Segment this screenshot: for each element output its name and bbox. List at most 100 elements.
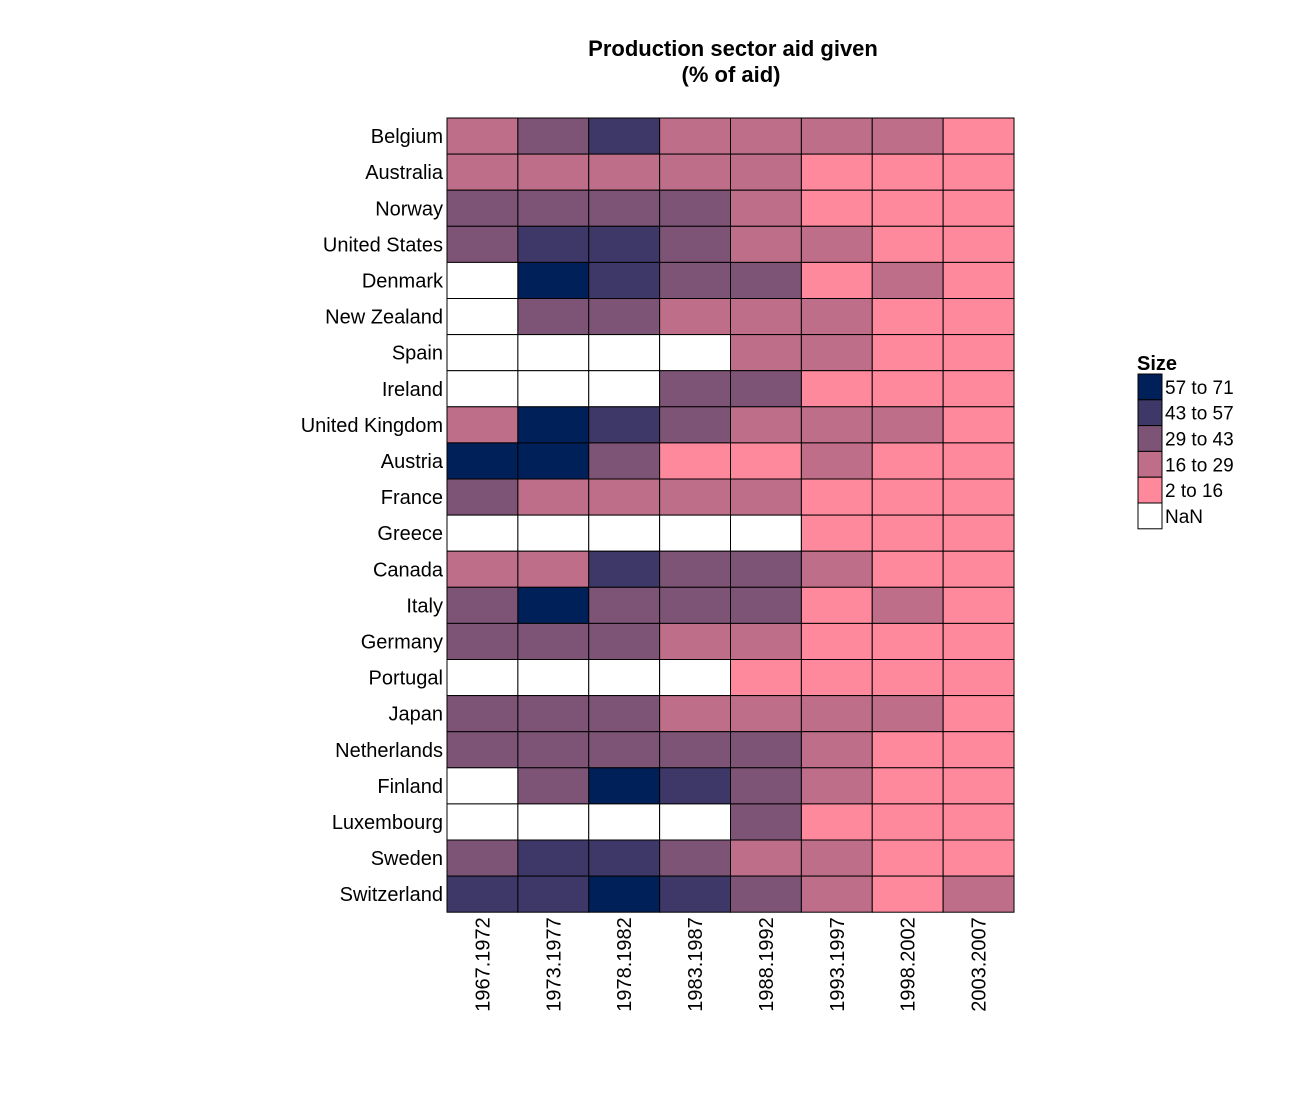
heatmap-cell — [588, 370, 661, 408]
heatmap-cell — [517, 767, 590, 805]
heatmap-cell — [871, 153, 944, 191]
chart-title: Production sector aid given — [588, 36, 878, 61]
heatmap-cell — [659, 225, 732, 263]
heatmap-cell — [517, 514, 590, 552]
heatmap-cell — [588, 550, 661, 588]
legend-label: 43 to 57 — [1165, 404, 1234, 425]
heatmap-cell — [871, 875, 944, 913]
heatmap-cell — [871, 225, 944, 263]
heatmap-cell — [871, 659, 944, 697]
heatmap-cell — [871, 622, 944, 661]
heatmap-cell — [800, 514, 873, 552]
heatmap-cell — [446, 334, 519, 372]
heatmap-cell — [517, 370, 590, 408]
heatmap-cell — [730, 334, 802, 372]
heatmap-cell — [871, 514, 944, 552]
row-label: Netherlands — [335, 740, 443, 762]
heatmap-cell — [588, 731, 661, 769]
heatmap-cell — [800, 550, 873, 588]
heatmap-cell — [871, 586, 944, 624]
heatmap-cell — [871, 334, 944, 372]
column-label: 2003.2007 — [969, 917, 991, 1012]
row-labels: Belgium Australia Norway United States Denma… — [301, 126, 444, 906]
heatmap-cell — [517, 550, 590, 588]
heatmap-cell — [800, 370, 873, 408]
heatmap-cell — [517, 478, 590, 516]
heatmap-cell — [730, 514, 802, 552]
heatmap-cell — [659, 767, 732, 805]
heatmap-cell — [730, 478, 802, 516]
heatmap-cell — [871, 189, 944, 227]
heatmap-cells — [446, 117, 1015, 913]
heatmap-cell — [659, 261, 732, 299]
heatmap-cell — [588, 225, 661, 263]
heatmap-cell — [800, 803, 873, 841]
heatmap-cell — [588, 442, 661, 480]
heatmap-cell — [446, 695, 519, 733]
legend-label: 57 to 71 — [1165, 378, 1234, 399]
heatmap-cell — [730, 839, 802, 877]
row-label: Denmark — [362, 270, 444, 292]
row-label: Spain — [392, 343, 443, 365]
legend-label: NaN — [1165, 507, 1203, 528]
heatmap-cell — [942, 803, 1015, 841]
column-label: 1983.1987 — [685, 917, 707, 1012]
heatmap-cell — [871, 442, 944, 480]
legend-label: 29 to 43 — [1165, 430, 1234, 451]
chart-subtitle: (% of aid) — [682, 62, 781, 87]
heatmap-cell — [730, 875, 802, 913]
heatmap-cell — [871, 406, 944, 444]
heatmap-cell — [871, 117, 944, 155]
row-label: Switzerland — [340, 884, 443, 906]
heatmap-cell — [942, 839, 1015, 877]
row-label: Germany — [361, 631, 443, 653]
heatmap-cell — [659, 731, 732, 769]
heatmap-cell — [517, 117, 590, 155]
heatmap-cell — [942, 586, 1015, 624]
row-label: United States — [323, 234, 443, 256]
heatmap-cell — [800, 839, 873, 877]
heatmap-cell — [446, 731, 519, 769]
row-label: Portugal — [369, 668, 444, 690]
legend: Size 57 to 71 43 to 57 29 to 43 16 to 29 2 t… — [1137, 353, 1234, 530]
row-label: United Kingdom — [301, 415, 443, 437]
legend-label: 16 to 29 — [1165, 455, 1234, 476]
heatmap-cell — [730, 622, 802, 661]
heatmap-cell — [800, 225, 873, 263]
heatmap-cell — [659, 550, 732, 588]
heatmap-cell — [800, 622, 873, 661]
row-label: Italy — [406, 595, 443, 617]
heatmap-cell — [871, 695, 944, 733]
heatmap-cell — [730, 767, 802, 805]
heatmap-cell — [730, 406, 802, 444]
heatmap-cell — [800, 298, 873, 336]
heatmap-cell — [942, 875, 1015, 913]
heatmap-cell — [659, 659, 732, 697]
heatmap-cell — [730, 695, 802, 733]
heatmap-cell — [730, 117, 802, 155]
heatmap-cell — [588, 189, 661, 227]
heatmap-cell — [942, 767, 1015, 805]
heatmap-cell — [446, 478, 519, 516]
row-label: Finland — [377, 776, 443, 798]
heatmap-cell — [517, 406, 590, 444]
heatmap-cell — [800, 442, 873, 480]
heatmap-cell — [517, 622, 590, 661]
heatmap-cell — [446, 298, 519, 336]
heatmap-cell — [942, 261, 1015, 299]
heatmap-cell — [446, 370, 519, 408]
heatmap-cell — [942, 550, 1015, 588]
heatmap-cell — [800, 659, 873, 697]
legend-items: 57 to 71 43 to 57 29 to 43 16 to 29 2 to 16 N… — [1137, 373, 1234, 530]
heatmap-cell — [659, 875, 732, 913]
heatmap-cell — [446, 189, 519, 227]
heatmap-cell — [942, 442, 1015, 480]
legend-swatch — [1137, 425, 1163, 452]
heatmap-cell — [730, 225, 802, 263]
heatmap-cell — [588, 695, 661, 733]
heatmap-cell — [517, 875, 590, 913]
heatmap-cell — [588, 334, 661, 372]
heatmap-cell — [800, 334, 873, 372]
heatmap-cell — [659, 514, 732, 552]
